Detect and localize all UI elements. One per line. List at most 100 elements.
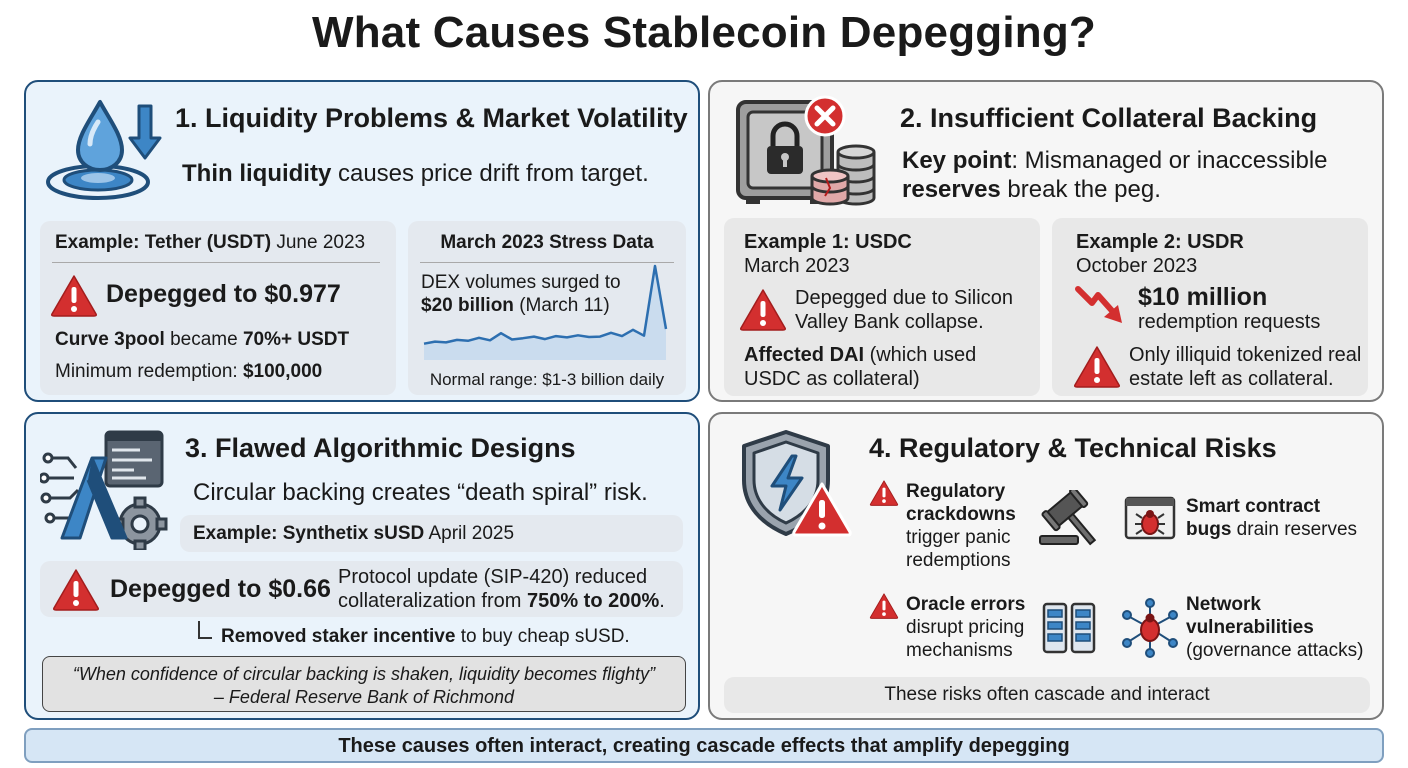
minred-label: Minimum redemption: — [55, 361, 243, 382]
key-point-label: Key point — [902, 147, 1012, 174]
section-2-heading: 2. Insufficient Collateral Backing — [900, 103, 1318, 133]
usdc-example-date: March 2023 — [744, 255, 850, 277]
quote-text: “When confidence of circular backing is … — [72, 664, 656, 684]
shield-warning-icon — [742, 430, 852, 537]
minimum-redemption-text: Minimum redemption: $100,000 — [55, 361, 322, 383]
curve-bold: Curve 3pool — [55, 329, 165, 350]
warning-icon — [1073, 344, 1121, 388]
example-bold: Example: Tether (USDT) — [55, 232, 272, 253]
synthetix-example-title: Example: Synthetix sUSD April 2025 — [193, 523, 514, 545]
smart-contract-bold: bugs — [1186, 519, 1232, 540]
dai-affected-line-1: Affected DAI (which used — [744, 344, 976, 367]
stress-amount: $20 billion — [421, 295, 514, 316]
quote-box — [42, 656, 686, 712]
error-badge-icon — [804, 95, 846, 137]
stress-date: (March 11) — [513, 295, 610, 316]
key-point-text: break the peg. — [1000, 176, 1161, 203]
usdc-reason-line-1: Depegged due to Silicon — [795, 287, 1013, 309]
oracle-line-3: mechanisms — [906, 640, 1013, 661]
section-4-heading: 4. Regulatory & Technical Risks — [869, 433, 1277, 463]
dex-volume-chart — [423, 264, 668, 360]
protocol-update-line-1: Protocol update (SIP-420) reduced — [338, 566, 648, 588]
example-date: June 2023 — [271, 232, 366, 253]
lead-bold: Thin liquidity — [182, 160, 332, 187]
dai-rest: (which used — [864, 344, 977, 366]
usdr-example-date: October 2023 — [1076, 255, 1198, 277]
oracle-server-icon — [1042, 602, 1096, 654]
network-bug-icon — [1122, 598, 1178, 658]
removed-bold: Removed staker incentive — [221, 626, 456, 647]
usdr-example-title: Example 2: USDR — [1076, 231, 1244, 253]
oracle-line-2: disrupt pricing — [906, 617, 1025, 638]
regulatory-line-4: redemptions — [906, 550, 1011, 571]
stress-data-title: March 2023 Stress Data — [440, 232, 654, 253]
smart-contract-line-1: Smart contract — [1186, 496, 1321, 517]
stress-footnote: Normal range: $1-3 billion daily — [429, 370, 665, 389]
dex-volume-line — [423, 264, 668, 345]
water-drop-icon — [46, 100, 150, 200]
dex-volume-area — [424, 266, 666, 360]
page-title: What Causes Stablecoin Depegging? — [311, 8, 1097, 57]
tether-example-card — [40, 221, 396, 395]
regulatory-line-2: crackdowns — [906, 504, 1016, 525]
synthetix-depeg-card — [40, 561, 683, 617]
warning-icon — [52, 567, 100, 611]
minred-value: $100,000 — [242, 361, 323, 382]
curve-share: 70%+ USDT — [242, 329, 350, 350]
removed-incentive-text: Removed staker incentive to buy cheap sU… — [221, 626, 630, 648]
synthetix-example-card — [180, 515, 683, 552]
key-point-bold: reserves — [902, 176, 1001, 203]
curve-mid: became — [164, 329, 243, 350]
bug-icon — [1124, 496, 1176, 540]
protocol-update-line-2: collateralization from 750% to 200%. — [338, 590, 665, 613]
usdr-amount-caption: redemption requests — [1138, 311, 1321, 333]
period: . — [659, 590, 665, 612]
example-bold: Example: Synthetix sUSD — [193, 523, 425, 544]
curve-3pool-text: Curve 3pool became 70%+ USDT — [55, 329, 349, 351]
divider — [420, 262, 674, 263]
down-arrow-icon — [128, 104, 162, 160]
dai-bold: Affected DAI — [744, 344, 865, 366]
warning-icon — [869, 592, 899, 619]
synthetix-depeg-value: Depegged to $0.66 — [110, 575, 331, 603]
usdr-amount: $10 million — [1138, 283, 1268, 311]
regulatory-footer-box — [724, 677, 1370, 713]
network-line-2: vulnerabilities — [1186, 617, 1314, 638]
section-1-lead: Thin liquidity causes price drift from t… — [182, 160, 649, 188]
vault-icon — [736, 100, 876, 206]
stress-line-2: $20 billion (March 11) — [421, 295, 610, 317]
divider — [52, 262, 380, 263]
collateral-change: 750% to 200% — [526, 590, 660, 612]
network-line-3: (governance attacks) — [1186, 640, 1364, 661]
tether-example-title: Example: Tether (USDT) June 2023 — [55, 232, 365, 254]
key-point-line-1: Key point: Mismanaged or inaccessible — [902, 147, 1328, 175]
section-3-lead: Circular backing creates “death spiral” … — [193, 479, 648, 506]
section-1-heading: 1. Liquidity Problems & Market Volatilit… — [175, 103, 688, 133]
section-3-heading: 3. Flawed Algorithmic Designs — [185, 433, 576, 463]
removed-rest: to buy cheap sUSD. — [455, 626, 630, 647]
example-date: April 2025 — [424, 523, 515, 544]
oracle-line-1: Oracle errors — [906, 594, 1026, 615]
network-line-1: Network — [1186, 594, 1261, 615]
collateral-label: collateralization from — [338, 590, 527, 612]
smart-contract-line-2: bugs drain reserves — [1186, 519, 1357, 541]
usdc-example-title: Example 1: USDC — [744, 231, 912, 253]
bottom-banner — [24, 728, 1384, 763]
key-point-text: : Mismanaged or inaccessible — [1011, 147, 1328, 174]
gavel-icon — [1039, 490, 1097, 546]
usdr-collateral-line-2: estate left as collateral. — [1129, 368, 1334, 390]
usdc-reason-line-2: Valley Bank collapse. — [795, 311, 984, 333]
stress-line-1: DEX volumes surged to — [421, 272, 621, 293]
lead-rest: causes price drift from target. — [331, 160, 649, 187]
key-point-line-2: reserves break the peg. — [902, 176, 1161, 204]
trend-down-icon — [1075, 286, 1122, 323]
regulatory-footer: These risks often cascade and interact — [884, 684, 1210, 705]
usdc-example-card — [724, 218, 1040, 396]
dai-affected-line-2: USDC as collateral) — [744, 368, 920, 390]
regulatory-line-1: Regulatory — [906, 481, 1006, 502]
connector-line — [198, 621, 212, 639]
warning-icon — [869, 479, 899, 506]
regulatory-line-3: trigger panic — [906, 527, 1011, 548]
quote-source: – Federal Reserve Bank of Richmond — [213, 687, 515, 707]
warning-icon — [50, 273, 98, 317]
